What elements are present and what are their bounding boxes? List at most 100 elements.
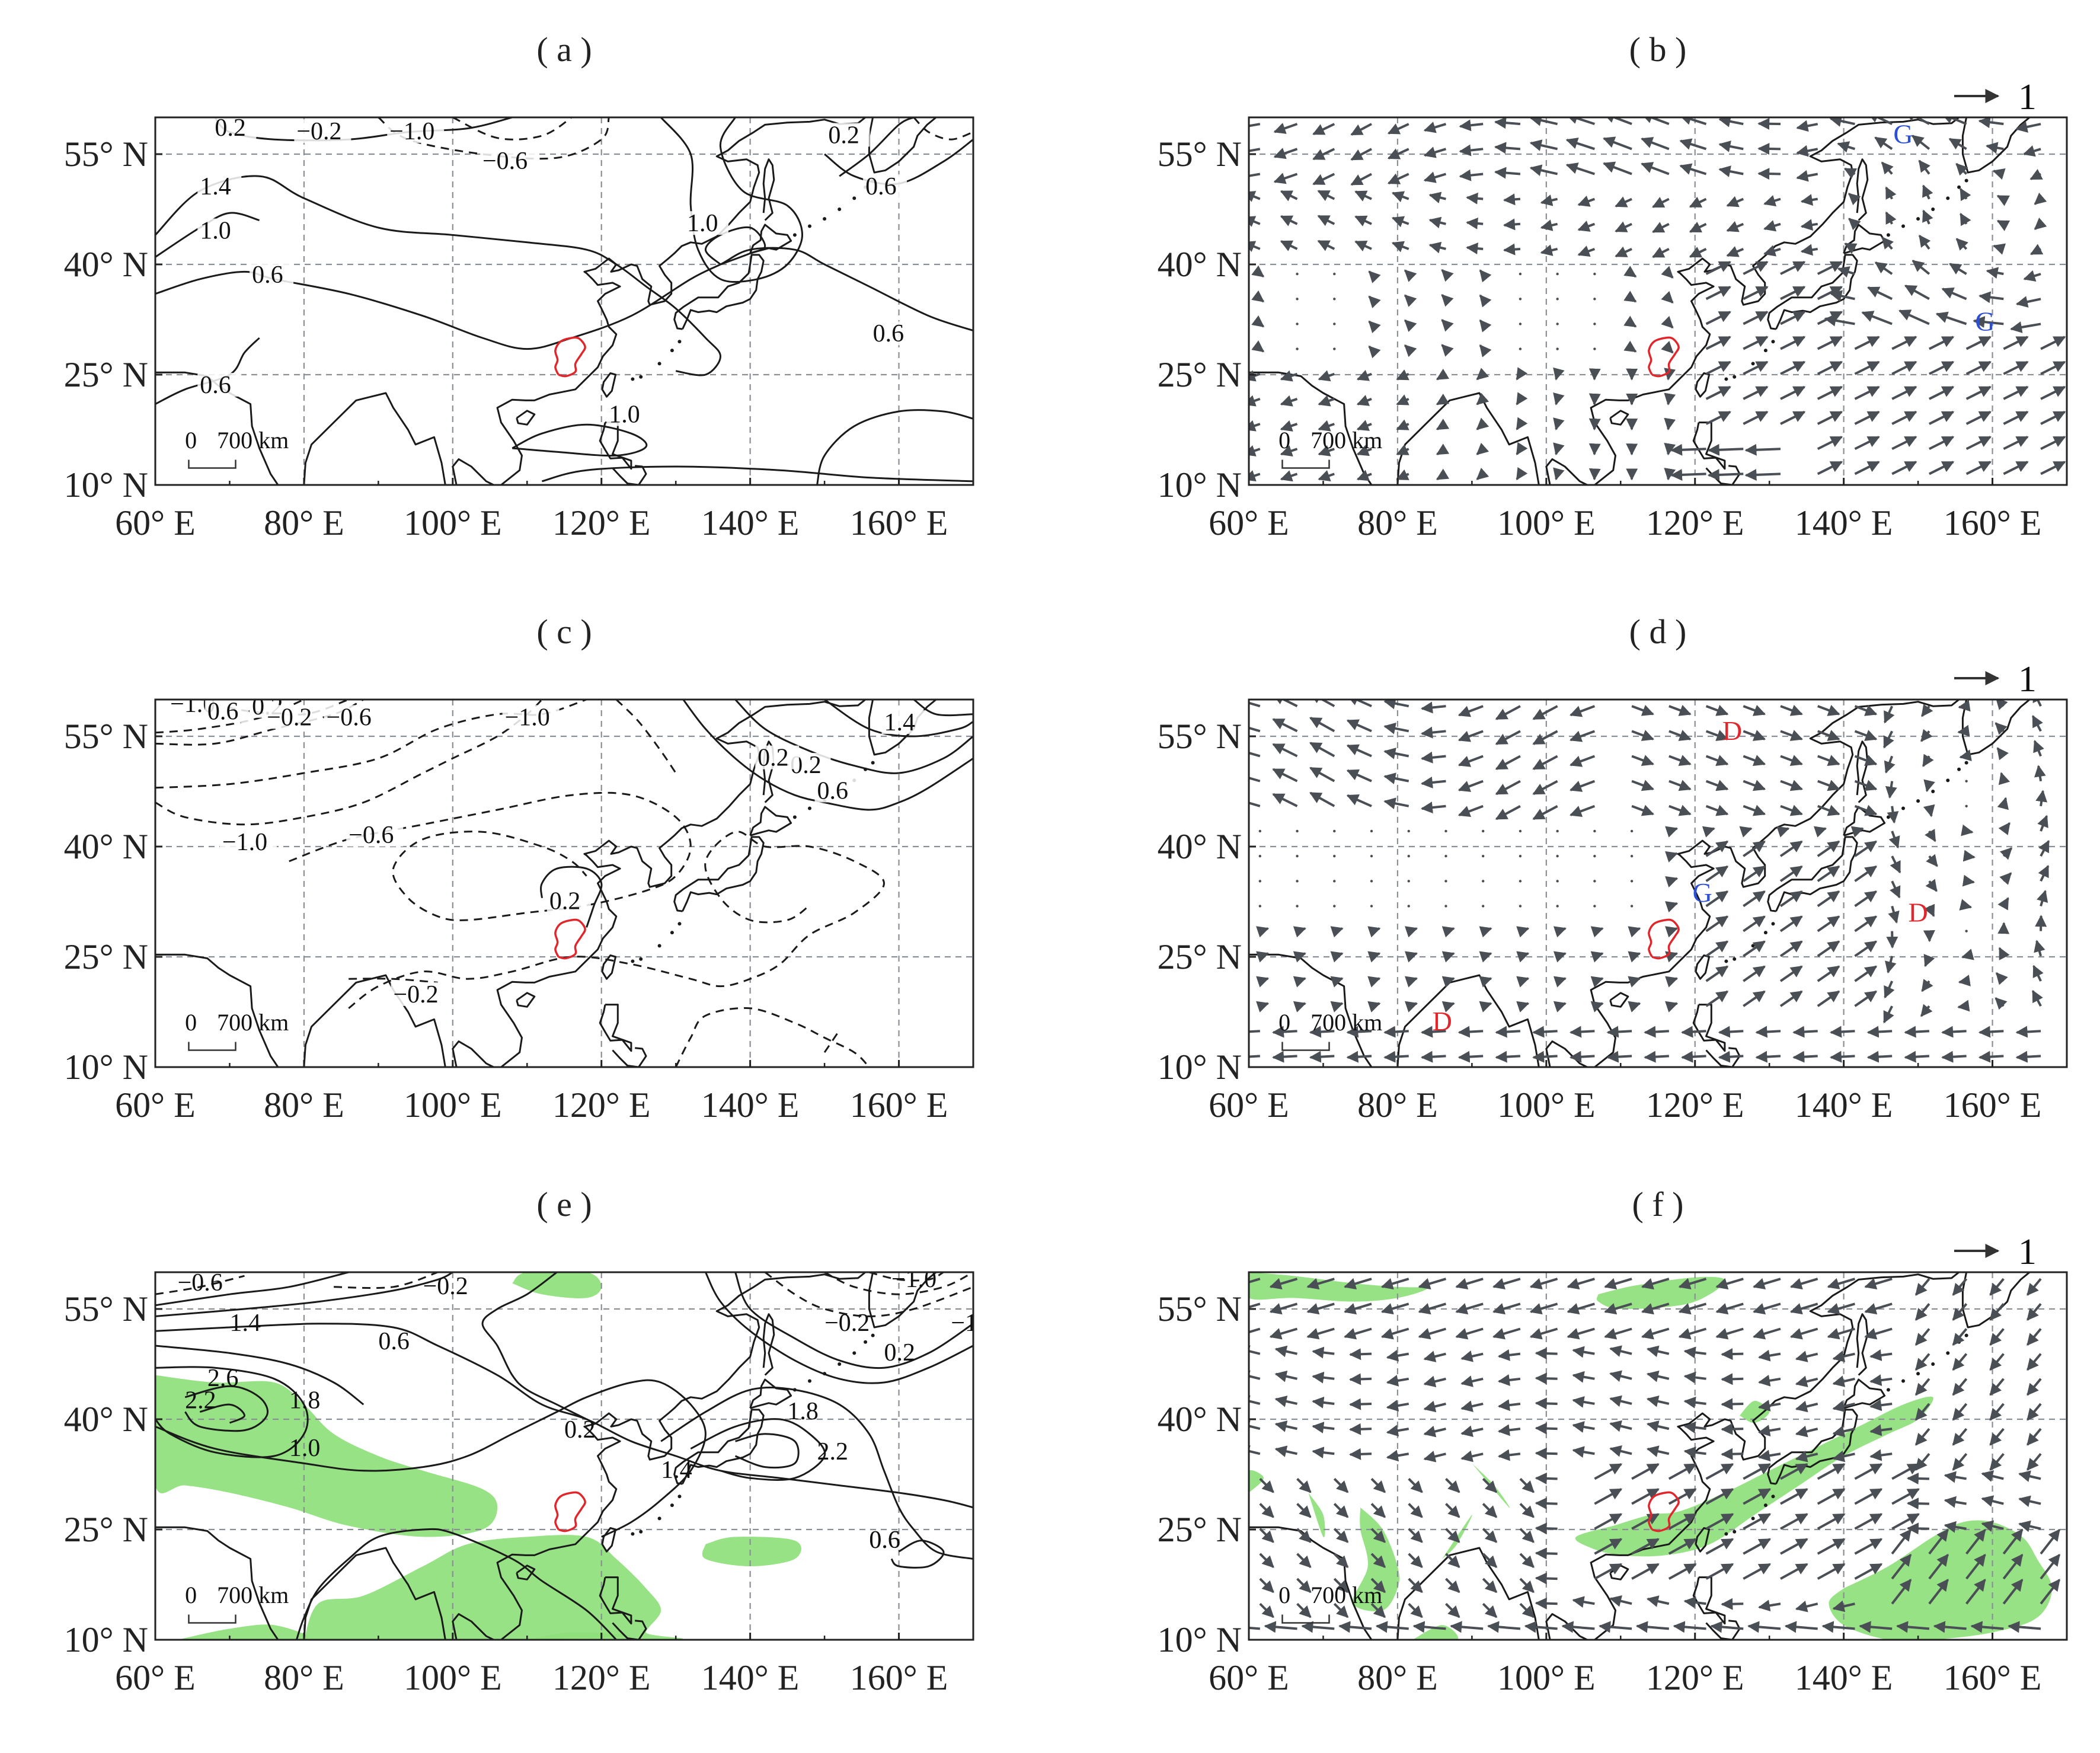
wind-vector bbox=[1259, 1528, 1274, 1543]
wind-vector bbox=[1482, 1478, 1498, 1493]
wind-vector bbox=[1312, 1346, 1335, 1359]
wind-vector bbox=[1519, 854, 1522, 858]
wind-vector bbox=[1832, 1425, 1855, 1438]
wind-vector bbox=[1664, 417, 1676, 431]
wind-vector bbox=[1312, 123, 1335, 136]
island-dot bbox=[639, 375, 643, 379]
wind-vector bbox=[1280, 190, 1298, 202]
wind-vector bbox=[1800, 194, 1818, 206]
wind-vector bbox=[1569, 780, 1596, 792]
contour-label-bg bbox=[685, 211, 728, 235]
wind-vector bbox=[1344, 1302, 1372, 1315]
wind-vector bbox=[1664, 368, 1676, 381]
wind-vector bbox=[1705, 940, 1729, 957]
wind-vector bbox=[1441, 269, 1454, 282]
wind-vector bbox=[2040, 461, 2066, 475]
wind-vector bbox=[1383, 772, 1409, 784]
wind-vector bbox=[2003, 336, 2029, 350]
y-tick-label: 10° N bbox=[1158, 1620, 1242, 1659]
wind-vector bbox=[1516, 392, 1528, 405]
wind-vector bbox=[1418, 1302, 1447, 1315]
wind-vector bbox=[2040, 411, 2066, 425]
wind-vector bbox=[1817, 1563, 1846, 1580]
wind-vector bbox=[1854, 990, 1878, 1007]
wind-vector bbox=[1891, 1488, 1920, 1505]
wind-vector bbox=[2015, 121, 2041, 133]
wind-vector bbox=[1891, 385, 1917, 400]
wind-vector bbox=[1952, 1303, 1968, 1321]
coastline bbox=[303, 392, 446, 485]
wind-vector bbox=[1249, 470, 1261, 482]
y-tick-label: 55° N bbox=[64, 135, 148, 174]
island-dot bbox=[631, 959, 635, 963]
island-dot bbox=[1916, 1372, 1920, 1376]
wind-vector bbox=[1609, 1595, 1632, 1607]
contour-label: −0.6 bbox=[482, 148, 528, 175]
wind-vector bbox=[1497, 1374, 1521, 1386]
wind-vector bbox=[1333, 905, 1336, 908]
coastline bbox=[1695, 372, 1711, 398]
wind-vector bbox=[1370, 1503, 1386, 1518]
y-tick-label: 55° N bbox=[64, 1289, 148, 1329]
wind-vector bbox=[1492, 1327, 1521, 1340]
island-dot bbox=[1957, 767, 1961, 771]
wind-vector bbox=[1532, 780, 1558, 796]
wind-vector bbox=[1920, 1004, 1933, 1017]
wind-vector bbox=[1952, 1378, 1968, 1396]
wind-vector bbox=[1958, 700, 1971, 712]
wind-vector bbox=[1318, 445, 1335, 456]
wind-vector bbox=[1796, 145, 1818, 157]
wind-vector bbox=[1249, 445, 1261, 456]
wind-vector bbox=[1779, 865, 1803, 882]
wind-vector bbox=[1743, 840, 1766, 857]
wind-vector bbox=[1495, 1050, 1521, 1063]
cyclone-marker: D bbox=[1722, 716, 1742, 746]
wind-vector bbox=[1631, 730, 1654, 741]
wind-vector bbox=[1492, 1302, 1521, 1315]
wind-vector bbox=[1460, 1450, 1484, 1463]
wind-vector bbox=[1827, 1278, 1856, 1290]
positive-contour bbox=[660, 1386, 973, 1560]
significance-shading bbox=[303, 1535, 683, 1640]
wind-vector bbox=[1565, 162, 1595, 175]
wind-vector bbox=[1758, 1599, 1781, 1612]
wind-vector bbox=[1296, 1528, 1312, 1543]
wind-vector bbox=[1705, 704, 1729, 716]
wind-vector bbox=[1795, 1601, 1818, 1612]
map-frame bbox=[154, 116, 974, 486]
scale-bar-distance: 700 km bbox=[217, 1582, 289, 1608]
wind-vector bbox=[1532, 805, 1558, 820]
coastline bbox=[155, 953, 279, 1067]
wind-vector bbox=[1996, 194, 2010, 206]
wind-vector bbox=[1955, 238, 1968, 251]
wind-vector bbox=[1553, 442, 1565, 456]
wind-vector bbox=[1854, 411, 1880, 425]
wind-vector bbox=[1615, 246, 1632, 258]
wind-vector bbox=[1854, 1488, 1883, 1505]
wind-vector bbox=[1556, 880, 1559, 883]
positive-contour bbox=[913, 700, 973, 717]
wind-vector bbox=[1296, 1602, 1312, 1618]
wind-vector bbox=[1843, 167, 1858, 179]
wind-vector bbox=[1743, 336, 1769, 350]
wind-vector bbox=[1705, 311, 1731, 325]
wind-vector bbox=[1743, 286, 1769, 301]
wind-vector bbox=[1961, 949, 1974, 960]
y-tick-label: 40° N bbox=[64, 1400, 148, 1439]
wind-vector bbox=[1644, 1026, 1669, 1038]
wind-vector bbox=[1249, 420, 1261, 432]
wind-vector bbox=[1965, 930, 1968, 933]
island-dot bbox=[838, 1362, 842, 1366]
coastline bbox=[762, 1313, 775, 1376]
wind-vector bbox=[1479, 269, 1492, 283]
wind-vector bbox=[1753, 1327, 1781, 1340]
island-dot bbox=[1931, 207, 1935, 211]
wind-vector bbox=[1269, 1278, 1298, 1290]
wind-vector bbox=[1495, 755, 1521, 770]
wind-vector bbox=[2027, 1328, 2042, 1346]
wind-vector bbox=[1623, 315, 1637, 328]
wind-vector bbox=[1318, 470, 1335, 481]
wind-vector bbox=[2018, 1470, 2041, 1482]
wind-vector bbox=[1535, 1547, 1558, 1560]
wind-vector-field bbox=[1249, 700, 2050, 1063]
